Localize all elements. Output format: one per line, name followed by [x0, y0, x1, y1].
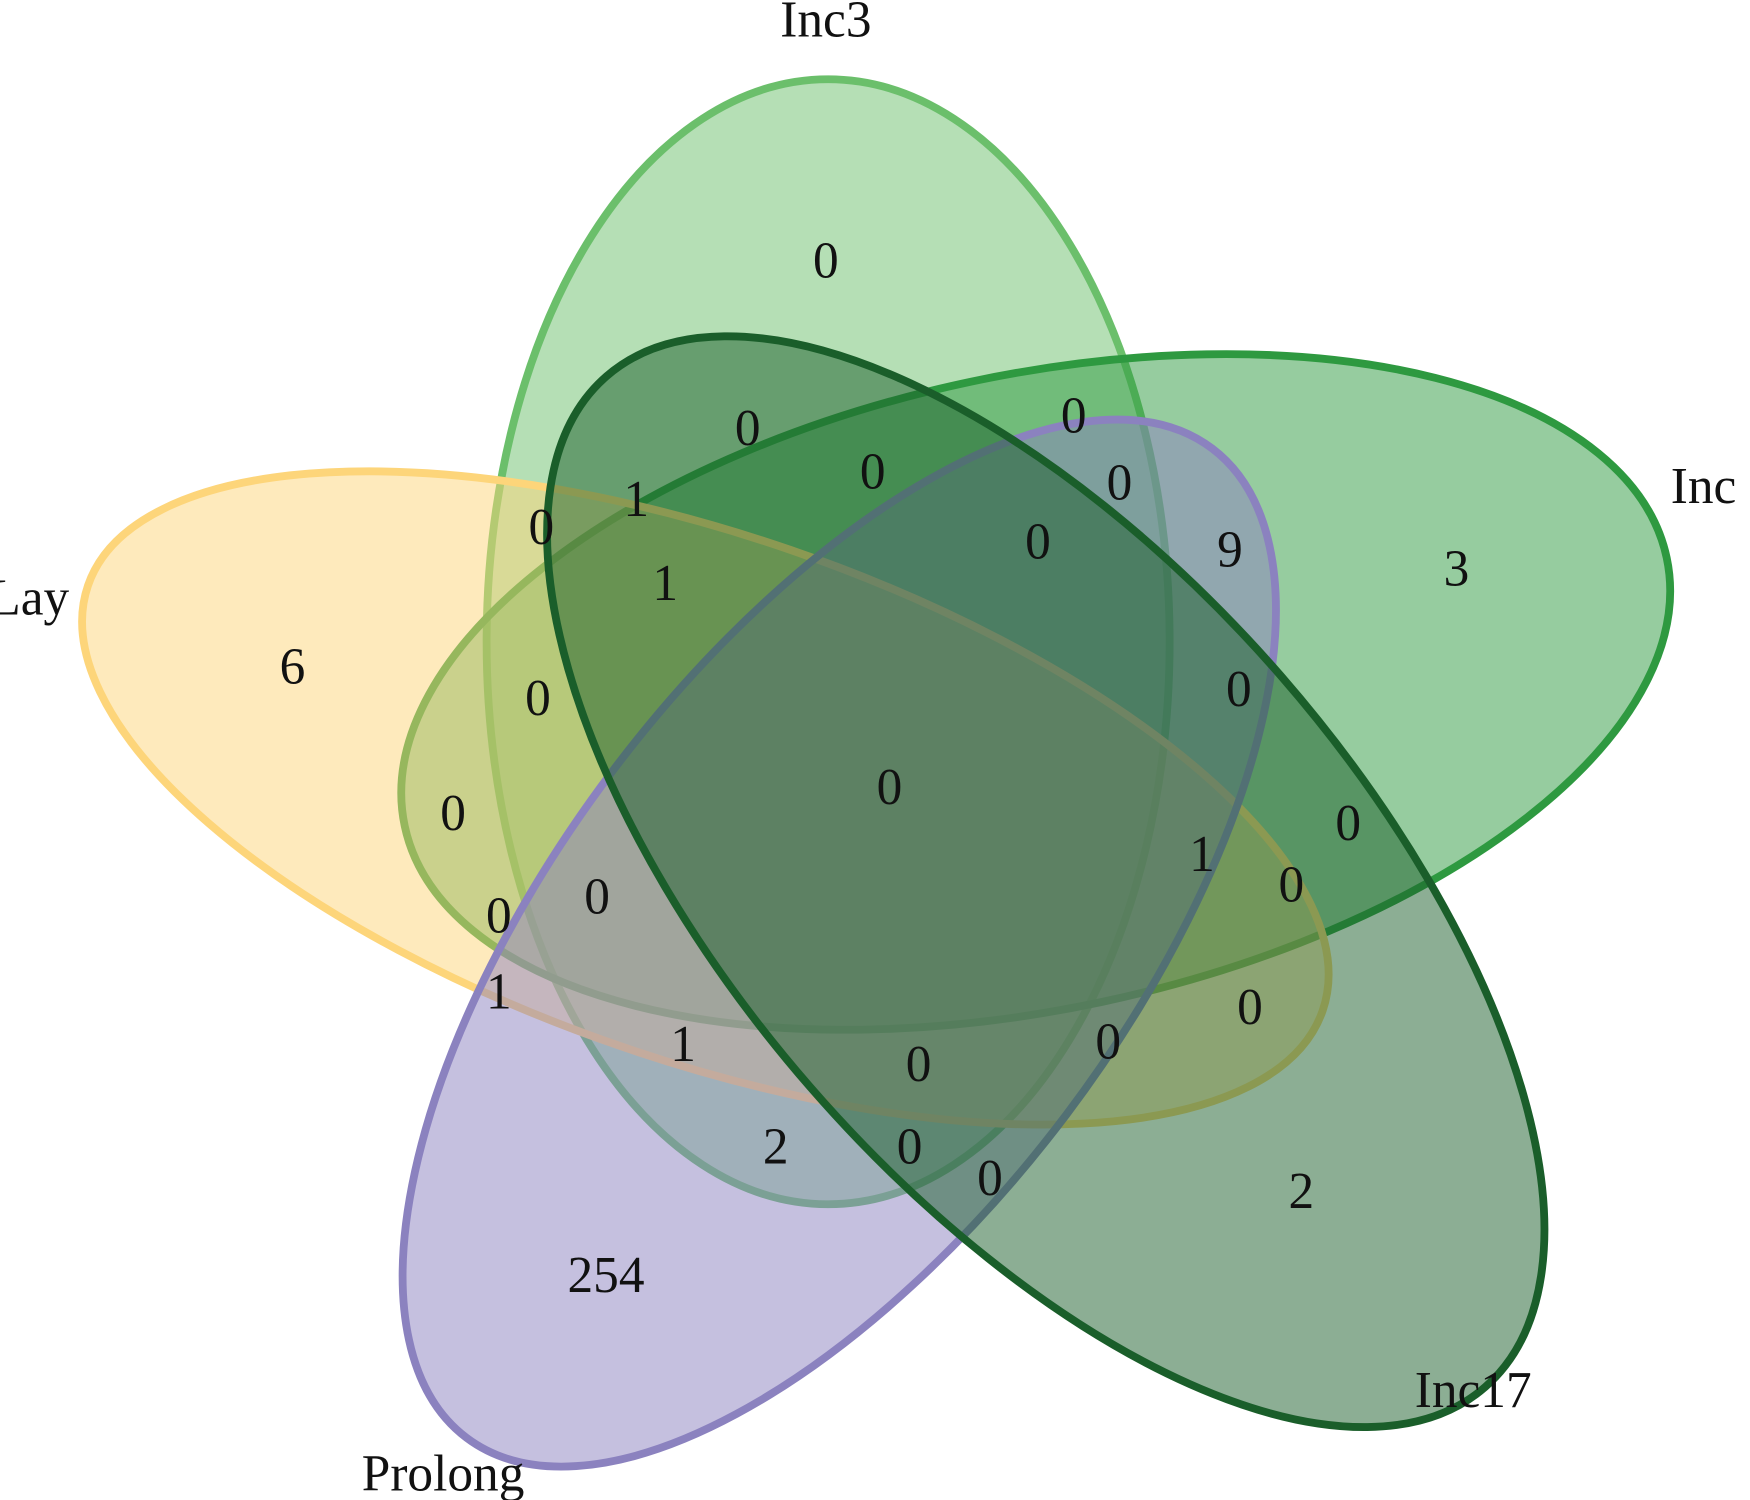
region-count: 0	[528, 499, 554, 556]
region-count: 2	[1289, 1163, 1315, 1220]
region-count: 0	[584, 869, 610, 926]
region-count: 0	[525, 670, 551, 727]
region-count: 0	[440, 785, 466, 842]
region-count: 0	[1107, 455, 1133, 512]
region-count: 254	[568, 1247, 645, 1304]
set-ellipse	[543, 332, 1549, 1431]
region-count: 0	[897, 1119, 923, 1176]
region-count: 1	[652, 555, 678, 612]
region-count: 0	[1278, 856, 1304, 913]
region-count: 0	[1061, 388, 1087, 445]
region-count: 9	[1217, 521, 1243, 578]
region-count: 6	[280, 639, 306, 696]
region-count: 1	[1189, 826, 1215, 883]
set-label: Prolong	[362, 1446, 525, 1500]
region-count: 0	[735, 400, 761, 457]
region-count: 0	[813, 232, 839, 289]
region-count: 0	[1095, 1014, 1121, 1071]
region-count: 1	[670, 1016, 696, 1073]
region-count: 0	[1226, 661, 1252, 718]
region-count: 0	[486, 888, 512, 945]
set-label: Inc3	[780, 0, 871, 48]
region-count: 1	[623, 471, 649, 528]
region-count: 0	[877, 759, 903, 816]
region-count: 0	[906, 1036, 932, 1093]
region-count: 1	[486, 963, 512, 1020]
set-label: Lay	[0, 569, 70, 626]
region-count: 0	[1025, 514, 1051, 571]
region-count: 3	[1444, 540, 1470, 597]
set-label: Inc17	[1415, 1362, 1532, 1419]
region-count: 2	[763, 1119, 789, 1176]
set-label: Inc	[1671, 458, 1737, 515]
region-count: 0	[977, 1150, 1003, 1207]
region-count: 0	[860, 443, 886, 500]
region-count: 0	[1335, 795, 1361, 852]
region-count: 0	[1237, 979, 1263, 1036]
